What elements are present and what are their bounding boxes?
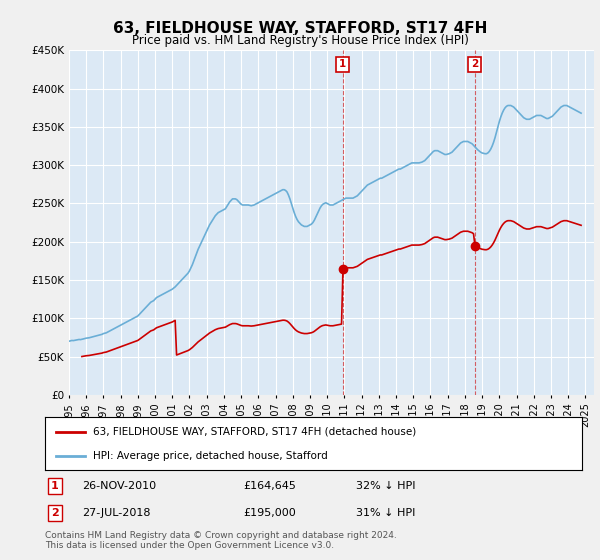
- Text: Price paid vs. HM Land Registry's House Price Index (HPI): Price paid vs. HM Land Registry's House …: [131, 34, 469, 46]
- Text: 2: 2: [51, 508, 59, 518]
- Text: 1: 1: [339, 59, 346, 69]
- Text: Contains HM Land Registry data © Crown copyright and database right 2024.
This d: Contains HM Land Registry data © Crown c…: [45, 531, 397, 550]
- Text: £195,000: £195,000: [244, 508, 296, 518]
- Text: 27-JUL-2018: 27-JUL-2018: [83, 508, 151, 518]
- Text: 32% ↓ HPI: 32% ↓ HPI: [356, 481, 416, 491]
- Text: HPI: Average price, detached house, Stafford: HPI: Average price, detached house, Staf…: [94, 451, 328, 461]
- Text: 1: 1: [51, 481, 59, 491]
- Text: 26-NOV-2010: 26-NOV-2010: [83, 481, 157, 491]
- Text: 31% ↓ HPI: 31% ↓ HPI: [356, 508, 416, 518]
- Text: £164,645: £164,645: [244, 481, 296, 491]
- Text: 63, FIELDHOUSE WAY, STAFFORD, ST17 4FH (detached house): 63, FIELDHOUSE WAY, STAFFORD, ST17 4FH (…: [94, 427, 416, 437]
- Text: 63, FIELDHOUSE WAY, STAFFORD, ST17 4FH: 63, FIELDHOUSE WAY, STAFFORD, ST17 4FH: [113, 21, 487, 36]
- Text: 2: 2: [471, 59, 478, 69]
